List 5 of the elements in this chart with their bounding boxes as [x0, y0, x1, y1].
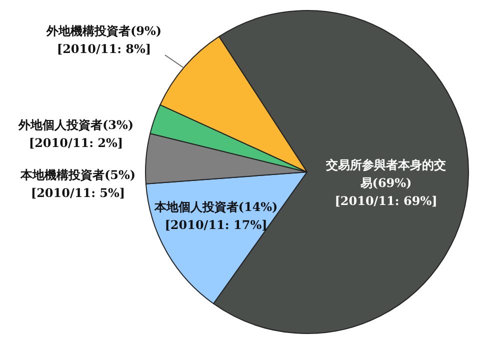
slice-label: 本地個人投資者(14%) [2010/11: 17%] [153, 200, 278, 232]
slice-label: 外地個人投資者(3%) [2010/11: 2%] [17, 118, 134, 150]
slice-label: 本地機構投資者(5%) [2010/11: 5%] [19, 168, 136, 200]
slice-label: 交易所参與者本身的交易(69%) [2010/11: 69%] [325, 158, 446, 208]
slice-label: 外地機構投資者(9%) [2010/11: 8%] [45, 24, 162, 56]
